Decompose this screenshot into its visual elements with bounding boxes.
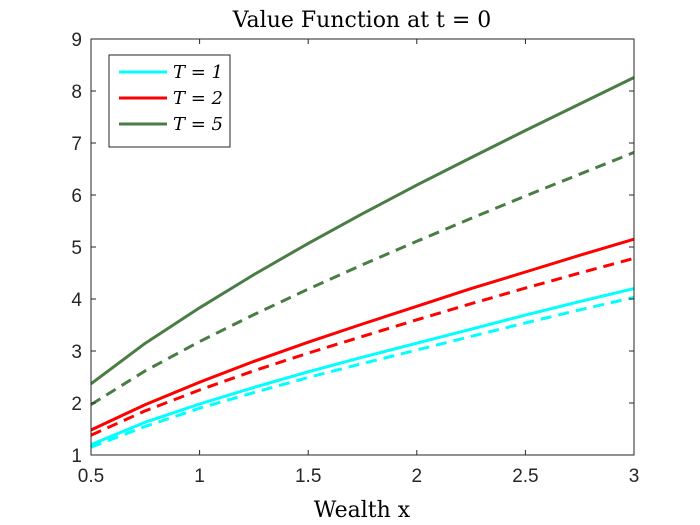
x-tick-label: 0.5 xyxy=(78,466,104,487)
series-line-2-dashed xyxy=(90,295,635,449)
x-tick-label: 1.5 xyxy=(295,466,321,487)
y-tick-label: 5 xyxy=(71,238,82,259)
x-tick-label: 2 xyxy=(412,466,423,487)
y-tick-label: 6 xyxy=(71,186,82,207)
y-tick-label: 7 xyxy=(71,134,82,155)
y-tick-label: 9 xyxy=(71,30,82,51)
series-line-5-solid xyxy=(90,76,635,386)
series-line-4-dashed xyxy=(90,256,635,437)
x-tick-label: 2.5 xyxy=(512,466,538,487)
legend-label: T = 1 xyxy=(173,62,223,83)
series-line-3-solid xyxy=(90,237,635,432)
chart-title: Value Function at t = 0 xyxy=(232,8,492,33)
series-layer xyxy=(90,76,635,449)
x-tick-label: 3 xyxy=(629,466,640,487)
y-tick-label: 1 xyxy=(71,446,82,467)
y-tick-label: 8 xyxy=(71,82,82,103)
legend-box xyxy=(108,54,231,148)
y-tick-label: 2 xyxy=(71,394,82,415)
x-axis-label: Wealth x xyxy=(314,498,411,523)
series-line-1-solid xyxy=(90,287,635,446)
y-tick-label: 4 xyxy=(71,290,82,311)
y-tick-label: 3 xyxy=(71,342,82,363)
legend-label: T = 5 xyxy=(173,114,223,135)
legend: T = 1 T = 2 T = 5 xyxy=(108,54,231,148)
x-tick-label: 1 xyxy=(194,466,205,487)
legend-label: T = 2 xyxy=(173,88,223,109)
